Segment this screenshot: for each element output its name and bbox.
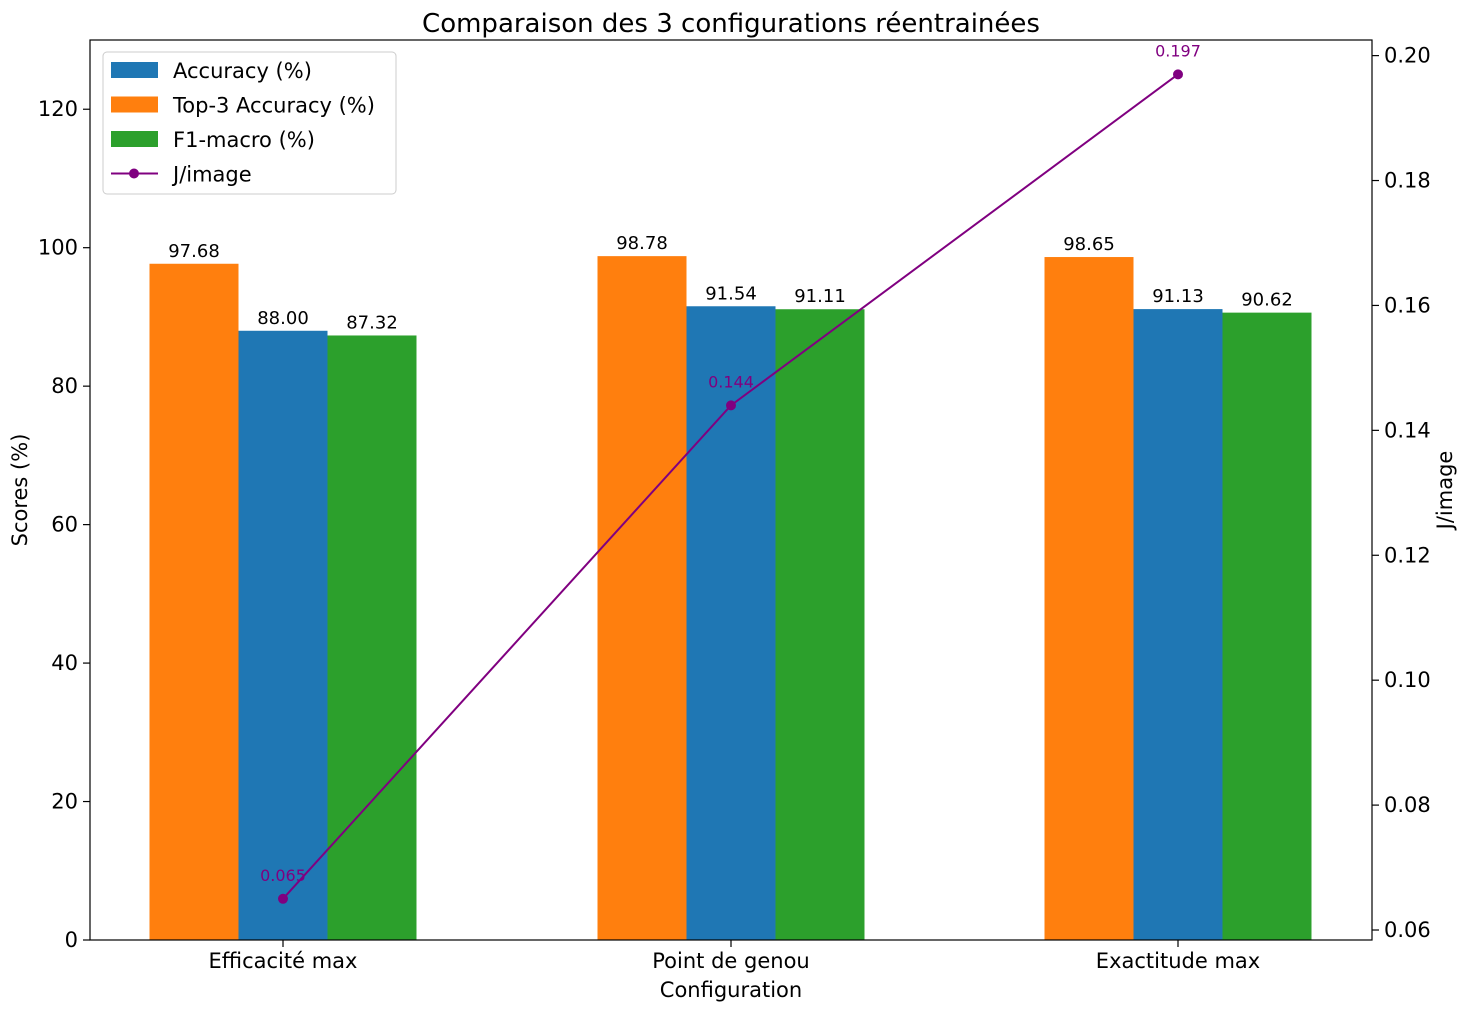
- bar-accuracy: [1133, 309, 1223, 941]
- y2-tick-label: 0.08: [1384, 793, 1431, 817]
- legend-frame: [102, 51, 397, 195]
- bar-accuracy: [686, 306, 776, 940]
- y2-tick-label: 0.18: [1384, 169, 1431, 193]
- y-tick-label: 80: [51, 374, 78, 398]
- y2-tick-label: 0.10: [1384, 668, 1431, 692]
- y-tick-label: 0: [65, 928, 78, 952]
- bar-f1-macro: [775, 309, 865, 940]
- y2-axis-label: J/image: [1433, 451, 1457, 532]
- x-tick-label: Point de genou: [652, 949, 809, 973]
- bar-value-label: 90.62: [1241, 290, 1293, 311]
- line-point: [726, 400, 736, 411]
- bar-accuracy: [238, 330, 328, 940]
- bar-f1-macro: [327, 335, 417, 940]
- legend: Accuracy (%) Top-3 Accuracy (%) F1-macro (…: [102, 51, 397, 195]
- bar-top-3-accuracy: [1044, 257, 1134, 940]
- bar-value-label: 91.13: [1152, 286, 1204, 307]
- bar-value-label: 97.68: [168, 241, 220, 262]
- bar-value-label: 91.11: [794, 286, 846, 307]
- legend-entry-label: J/image: [171, 163, 252, 187]
- bar-top-3-accuracy: [597, 256, 687, 941]
- y2-tick-label: 0.20: [1384, 44, 1431, 68]
- y2-tick-label: 0.06: [1384, 918, 1431, 942]
- bar-value-label: 91.54: [705, 283, 757, 304]
- legend-entry-label: F1-macro (%): [173, 128, 315, 152]
- line-value-label: 0.197: [1155, 41, 1201, 60]
- chart-title: Comparaison des 3 configurations réentra…: [422, 9, 1040, 39]
- line-value-label: 0.144: [708, 372, 754, 391]
- y2-tick-label: 0.12: [1384, 543, 1431, 567]
- legend-entry-label: Top-3 Accuracy (%): [172, 94, 375, 118]
- y-tick-label: 60: [51, 513, 78, 537]
- y-axis-label: Scores (%): [8, 434, 32, 547]
- bar-value-label: 98.65: [1063, 234, 1115, 255]
- plot-frame: [89, 39, 1373, 941]
- bar-value-label: 98.78: [616, 233, 668, 254]
- y-tick-label: 120: [38, 97, 78, 121]
- y2-tick-label: 0.14: [1384, 418, 1431, 442]
- y-tick-label: 40: [51, 651, 78, 675]
- legend-swatch: [111, 62, 158, 78]
- line-point: [1173, 69, 1183, 80]
- bar-value-label: 87.32: [346, 312, 398, 333]
- legend-swatch: [111, 131, 158, 147]
- plot-area: 0 20 40 60 80 100 120 0.06 0.08 0.10 0.12 0.14 0.16 0…: [38, 39, 1431, 973]
- x-tick-label: Efficacité max: [209, 949, 358, 973]
- bar-top-3-accuracy: [149, 263, 239, 940]
- legend-swatch: [111, 96, 158, 113]
- bar-value-label: 88.00: [257, 308, 309, 329]
- line-point: [278, 893, 288, 904]
- legend-entry-label: Accuracy (%): [173, 59, 312, 83]
- y-tick-label: 20: [51, 790, 78, 814]
- bar-f1-macro: [1222, 312, 1312, 941]
- x-axis-label: Configuration: [660, 978, 802, 1002]
- line-value-label: 0.065: [260, 866, 306, 885]
- legend-marker: [129, 168, 139, 179]
- y2-tick-label: 0.16: [1384, 293, 1431, 317]
- x-tick-label: Exactitude max: [1096, 949, 1260, 973]
- y-tick-label: 100: [38, 236, 78, 260]
